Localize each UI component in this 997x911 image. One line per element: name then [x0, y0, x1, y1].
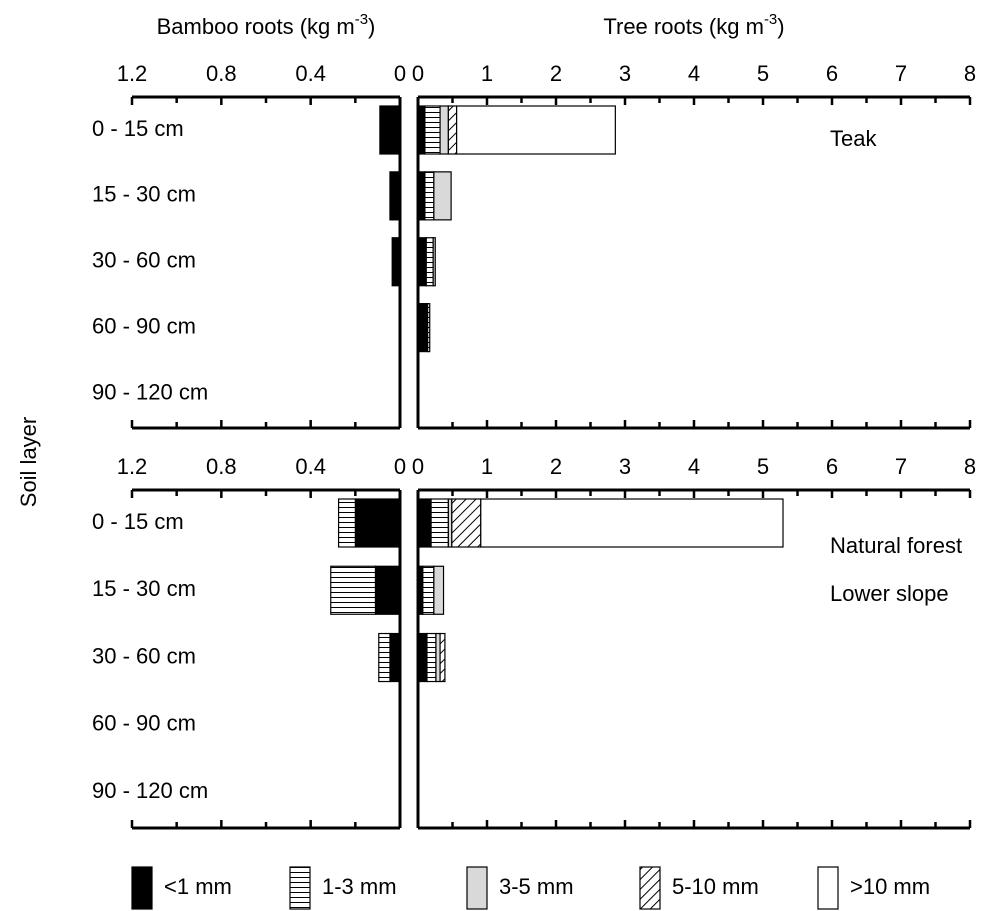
bar-segment [354, 498, 401, 548]
x-tick-label: 8 [964, 61, 976, 86]
x-tick-label: 0 [394, 454, 406, 479]
bar-segment [456, 105, 616, 155]
bar-segment [439, 632, 446, 683]
annotation: Natural forest [830, 533, 962, 558]
x-tick-label: 1 [481, 61, 493, 86]
category-label: 90 - 120 cm [92, 778, 208, 803]
x-tick-label: 2 [550, 454, 562, 479]
x-axis-title-part: Bamboo roots (kg m [157, 14, 355, 39]
x-tick-label: 0.8 [206, 61, 237, 86]
bar-segment [433, 565, 445, 615]
legend-swatch [817, 866, 839, 910]
bar-segment [427, 303, 431, 353]
x-tick-label: 0 [412, 61, 424, 86]
x-tick-label: 7 [895, 454, 907, 479]
x-tick-label: 4 [688, 61, 700, 86]
bar-segment [447, 105, 458, 155]
bar-segment [426, 632, 437, 683]
bar-segment [432, 237, 436, 287]
legend-label: 3-5 mm [499, 874, 574, 899]
bar-segment [417, 632, 428, 683]
bar-segment [379, 105, 401, 155]
bar-segment [378, 632, 391, 683]
x-tick-label: 0 [394, 61, 406, 86]
bar-segment [435, 632, 441, 683]
bar-segment [424, 105, 441, 155]
x-axis-title-part: Tree roots (kg m [603, 14, 764, 39]
x-tick-label: 6 [826, 61, 838, 86]
legend-label: 1-3 mm [322, 874, 397, 899]
x-tick-label: 1.2 [117, 454, 148, 479]
y-axis-title: Soil layer [16, 417, 41, 507]
bar-segment [417, 237, 427, 287]
x-tick-label: 1 [481, 454, 493, 479]
x-axis-title-part: ) [368, 14, 375, 39]
bar-segment [389, 171, 401, 221]
bar-segment [433, 171, 452, 221]
bar-segment [480, 498, 784, 548]
category-label: 60 - 90 cm [92, 711, 196, 736]
category-label: 90 - 120 cm [92, 379, 208, 404]
category-label: 0 - 15 cm [92, 116, 184, 141]
category-label: 15 - 30 cm [92, 182, 196, 207]
x-tick-label: 5 [757, 61, 769, 86]
legend-swatch [639, 866, 661, 910]
legend-swatch [289, 866, 311, 910]
x-tick-label: 0.8 [206, 454, 237, 479]
bar-segment [417, 303, 429, 353]
x-tick-label: 3 [619, 61, 631, 86]
bar-segment [424, 171, 435, 221]
bar-segment [451, 498, 482, 548]
x-tick-label: 0.4 [295, 454, 326, 479]
legend-label: <1 mm [164, 874, 232, 899]
bar-segment [330, 565, 377, 615]
bar-segment [417, 498, 432, 548]
x-axis-title-sup: -3 [764, 11, 777, 28]
x-tick-label: 6 [826, 454, 838, 479]
bar-segment [389, 632, 401, 683]
x-axis-title-part: ) [777, 14, 784, 39]
x-tick-label: 2 [550, 61, 562, 86]
bar-segment [439, 105, 449, 155]
bar-segment [430, 498, 449, 548]
bar-segment [374, 565, 401, 615]
category-label: 0 - 15 cm [92, 509, 184, 534]
bar-segment [417, 171, 426, 221]
x-tick-label: 4 [688, 454, 700, 479]
x-tick-label: 1.2 [117, 61, 148, 86]
x-axis-title: Tree roots (kg m-3) [603, 11, 784, 39]
bar-segment [417, 565, 424, 615]
bar-segment [417, 105, 426, 155]
bar-segment [391, 237, 401, 287]
x-tick-label: 5 [757, 454, 769, 479]
legend-label: >10 mm [850, 874, 930, 899]
x-tick-label: 0 [412, 454, 424, 479]
annotation: Lower slope [830, 581, 949, 606]
x-tick-label: 7 [895, 61, 907, 86]
annotation: Teak [830, 126, 877, 151]
category-label: 60 - 90 cm [92, 313, 196, 338]
x-tick-label: 0.4 [295, 61, 326, 86]
category-label: 15 - 30 cm [92, 576, 196, 601]
category-label: 30 - 60 cm [92, 643, 196, 668]
x-axis-title: Bamboo roots (kg m-3) [157, 11, 376, 39]
legend-swatch [466, 866, 488, 910]
category-label: 30 - 60 cm [92, 248, 196, 273]
bar-segment [422, 565, 435, 615]
x-tick-label: 3 [619, 454, 631, 479]
x-tick-label: 8 [964, 454, 976, 479]
legend-swatch [131, 866, 153, 910]
x-axis-title-sup: -3 [355, 11, 368, 28]
bar-segment [337, 498, 356, 548]
legend-label: 5-10 mm [672, 874, 759, 899]
bar-segment [425, 237, 434, 287]
